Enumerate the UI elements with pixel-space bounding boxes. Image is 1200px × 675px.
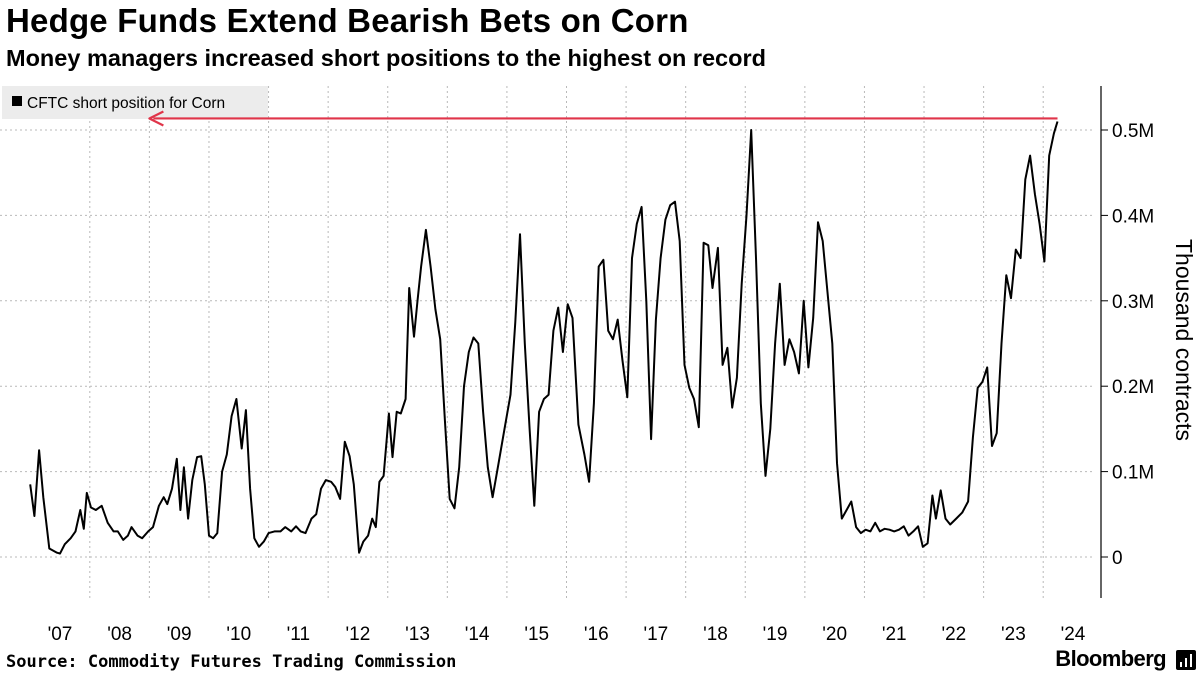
source-note: Source: Commodity Futures Trading Commis… (6, 652, 457, 672)
legend-swatch (12, 96, 22, 106)
legend: CFTC short position for Corn (2, 86, 268, 119)
x-tick-label: '21 (882, 624, 907, 645)
chart-title: Hedge Funds Extend Bearish Bets on Corn (6, 2, 689, 39)
x-tick-label: '23 (1001, 624, 1026, 645)
series-line (29, 121, 1059, 555)
x-tick-label: '17 (643, 624, 668, 645)
x-tick-label: '20 (822, 624, 847, 645)
annotation-layer (148, 110, 1058, 127)
x-tick-label: '09 (167, 624, 192, 645)
brand-logo: Bloomberg (1055, 646, 1166, 671)
x-tick-label: '19 (763, 624, 788, 645)
y-tick-label: 0.5M (1112, 121, 1154, 142)
y-tick-label: 0.2M (1112, 377, 1154, 398)
legend-label: CFTC short position for Corn (27, 95, 225, 112)
x-tick-label: '13 (405, 624, 430, 645)
chart-subtitle: Money managers increased short positions… (6, 45, 766, 71)
x-tick-label: '18 (703, 624, 728, 645)
grid-lines (0, 86, 1094, 598)
x-tick-label: '22 (941, 624, 966, 645)
x-tick-label: '12 (346, 624, 371, 645)
x-tick-label: '15 (524, 624, 549, 645)
x-tick-label: '11 (287, 624, 310, 645)
x-tick-label: '14 (465, 624, 490, 645)
bloomberg-bars-icon (1176, 650, 1196, 670)
y-tick-label: 0.1M (1112, 463, 1154, 484)
x-tick-label: '07 (48, 624, 73, 645)
x-tick-label: '10 (226, 624, 251, 645)
series-layer (29, 121, 1059, 555)
line-chart: 0 0.1M 0.2M 0.3M 0.4M 0.5M '07 '08 '09 '10 '11 '12… (0, 86, 1197, 645)
y-tick-label: 0.4M (1112, 206, 1154, 227)
x-tick-label: '08 (107, 624, 132, 645)
y-tick-label: 0.3M (1112, 292, 1154, 313)
legend-box (2, 86, 268, 119)
y-tick-labels: 0 0.1M 0.2M 0.3M 0.4M 0.5M (1101, 121, 1154, 569)
y-tick-label: 0 (1112, 548, 1123, 569)
annotation-arrow-head (148, 110, 164, 127)
y-axis-label: Thousand contracts (1171, 239, 1197, 441)
x-tick-label: '16 (584, 624, 609, 645)
x-tick-labels: '07 '08 '09 '10 '11 '12 '13 '14 '15 '16 '17 '18 '19 '… (48, 624, 1086, 645)
x-tick-label: '24 (1061, 624, 1086, 645)
